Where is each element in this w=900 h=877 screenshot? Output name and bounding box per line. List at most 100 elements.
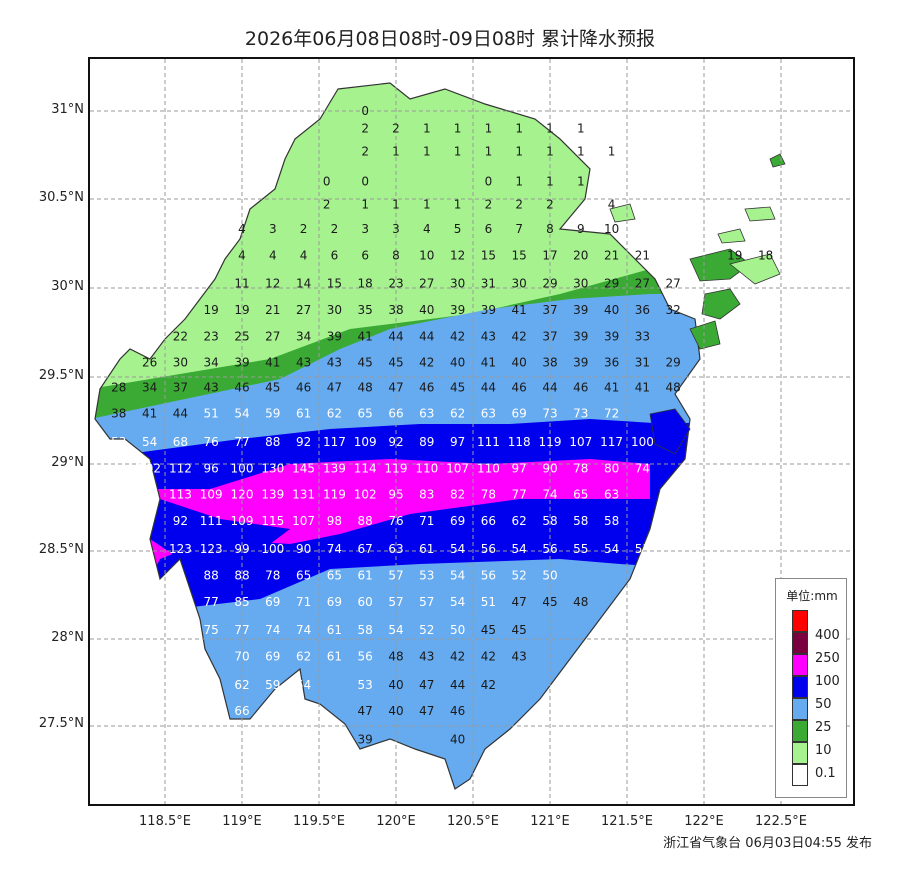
station-value: 78 [481, 488, 496, 502]
station-value: 1 [454, 122, 462, 136]
station-value: 139 [261, 488, 284, 502]
station-value: 1 [485, 145, 493, 159]
station-value: 65 [296, 569, 311, 583]
station-value: 131 [292, 488, 315, 502]
station-value: 0 [323, 174, 331, 188]
station-value: 59 [265, 678, 280, 692]
station-value: 92 [388, 435, 403, 449]
station-value: 42 [450, 329, 465, 343]
station-value: 19 [234, 303, 249, 317]
station-value: 92 [296, 435, 311, 449]
station-value: 111 [200, 514, 223, 528]
station-value: 60 [358, 595, 373, 609]
station-value: 41 [604, 380, 619, 394]
station-value: 97 [512, 461, 527, 475]
station-value: 45 [358, 356, 373, 370]
station-value: 45 [512, 623, 527, 637]
legend: 单位:mm 400 250 100 50 25 10 0.1 [775, 578, 847, 798]
station-value: 1 [454, 197, 462, 211]
station-value: 45 [265, 380, 280, 394]
station-value: 39 [573, 356, 588, 370]
station-value: 47 [419, 704, 434, 718]
station-value: 1 [546, 174, 554, 188]
station-value: 2 [361, 122, 369, 136]
station-value: 48 [573, 595, 588, 609]
station-value: 2 [300, 222, 308, 236]
station-value: 139 [323, 461, 346, 475]
station-value: 46 [512, 380, 527, 394]
station-value: 109 [200, 488, 223, 502]
station-value: 52 [419, 623, 434, 637]
station-value: 43 [481, 329, 496, 343]
station-value: 54 [604, 542, 619, 556]
station-value: 77 [234, 435, 249, 449]
lat-label: 29°N [51, 455, 84, 470]
legend-swatch-250 [792, 632, 808, 654]
station-value: 69 [327, 595, 342, 609]
station-value: 74 [542, 488, 557, 502]
station-value: 40 [388, 678, 403, 692]
station-value: 47 [419, 678, 434, 692]
station-value: 57 [388, 595, 403, 609]
station-value: 1 [392, 145, 400, 159]
station-value: 97 [450, 435, 465, 449]
station-value: 62 [450, 407, 465, 421]
station-value: 61 [419, 542, 434, 556]
station-value: 1 [577, 145, 585, 159]
legend-label: 25 [815, 720, 832, 735]
station-value: 113 [169, 488, 192, 502]
station-value: 1 [515, 122, 523, 136]
station-value: 4 [608, 197, 616, 211]
station-value: 18 [758, 248, 773, 262]
station-value: 123 [200, 542, 223, 556]
station-value: 37 [542, 303, 557, 317]
station-value: 5 [454, 222, 462, 236]
station-value: 89 [419, 435, 434, 449]
station-value: 47 [388, 380, 403, 394]
station-value: 62 [327, 407, 342, 421]
station-value: 2 [392, 122, 400, 136]
station-value: 90 [542, 461, 557, 475]
publisher-footer: 浙江省气象台 06月03日04:55 发布 [663, 836, 872, 851]
station-value: 29 [604, 277, 619, 291]
station-value: 1 [454, 145, 462, 159]
station-value: 27 [419, 277, 434, 291]
islands [609, 153, 786, 455]
station-value: 0 [361, 174, 369, 188]
station-value: 62 [265, 704, 280, 718]
station-value: 45 [481, 623, 496, 637]
station-value: 40 [450, 732, 465, 746]
lat-label: 30.5°N [38, 190, 84, 205]
station-value: 63 [604, 488, 619, 502]
station-value: 85 [234, 595, 249, 609]
station-value: 53 [111, 435, 126, 449]
station-value: 66 [234, 704, 249, 718]
station-value: 1 [577, 122, 585, 136]
station-value: 119 [323, 488, 346, 502]
lat-label: 29.5°N [38, 368, 84, 383]
station-value: 34 [296, 329, 311, 343]
station-value: 48 [358, 380, 373, 394]
station-value: 100 [261, 542, 284, 556]
station-value: 23 [204, 329, 219, 343]
station-value: 27 [265, 329, 280, 343]
station-value: 43 [204, 380, 219, 394]
station-value: 44 [481, 380, 496, 394]
legend-swatch-25 [792, 698, 808, 720]
station-value: 117 [323, 435, 346, 449]
station-value: 1 [423, 197, 431, 211]
station-value: 30 [512, 277, 527, 291]
station-value: 44 [542, 380, 557, 394]
station-value: 99 [234, 542, 249, 556]
station-value: 145 [292, 461, 315, 475]
station-value: 2 [323, 197, 331, 211]
station-value: 110 [477, 461, 500, 475]
station-value: 102 [354, 488, 377, 502]
lon-label: 121.5°E [601, 814, 653, 829]
station-value: 76 [204, 435, 219, 449]
station-value: 10 [419, 248, 434, 262]
station-value: 102 [138, 461, 161, 475]
station-value: 66 [388, 407, 403, 421]
station-value: 45 [388, 356, 403, 370]
